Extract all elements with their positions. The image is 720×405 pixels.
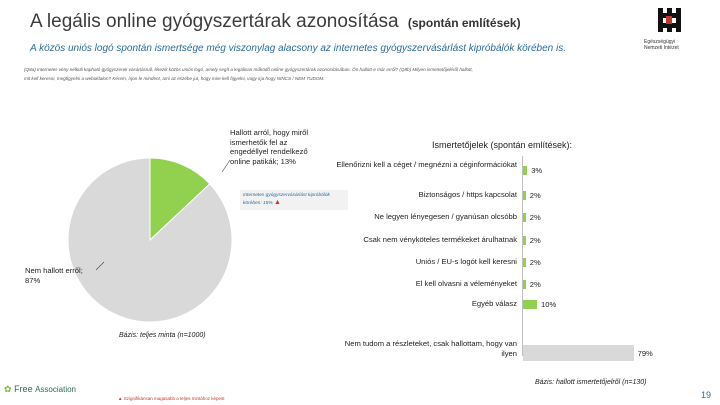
bar-7: [523, 345, 634, 361]
title-suffix: (spontán említések): [407, 16, 521, 30]
leader-line-heard: [221, 159, 231, 173]
bar-6: [523, 300, 537, 309]
pie-slice-0: [149, 157, 211, 242]
bar-2: [523, 213, 526, 222]
brand-leaf-icon: ✿: [4, 384, 12, 394]
bar-value-3: 2%: [529, 236, 541, 245]
pie-chart: [67, 157, 233, 323]
pie-base-note: Bázis: teljes minta (n=1000): [119, 332, 206, 339]
page-number: 19: [701, 390, 712, 400]
up-arrow-icon: ▲: [273, 198, 281, 206]
pie-callout: Internetes gyógyszervásárlást kipróbálók…: [240, 190, 348, 210]
pie-slice-1: [67, 157, 233, 323]
bar-label-6: Egyéb válasz: [471, 299, 517, 308]
bar-label-5: El kell olvasni a véleményeket: [415, 279, 517, 288]
up-arrow-icon: ▲: [118, 396, 123, 401]
bar-value-6: 10%: [541, 300, 557, 309]
bar-3: [523, 236, 526, 245]
bar-value-2: 2%: [529, 213, 541, 222]
page-subtitle: A közös uniós logó spontán ismertsége mé…: [30, 43, 567, 54]
leader-line-notheard: [95, 261, 105, 271]
bar-value-4: 2%: [529, 258, 541, 267]
bars-title: Ismertetőjelek (spontán említések):: [432, 140, 573, 150]
logo-text: Egészségügyi Nemzeti Intézet: [644, 39, 679, 51]
bar-label-2: Ne legyen lényegesen / gyanúsan olcsóbb: [374, 212, 517, 221]
bar-1: [523, 191, 526, 200]
bar-label-0: Ellenőrizni kell a céget / megnézni a cé…: [336, 160, 517, 169]
bar-axis: [522, 156, 523, 356]
bar-value-5: 2%: [529, 280, 541, 289]
bar-5: [523, 280, 526, 289]
footer-note: ▲ Szignifikánsan magasabb a teljes mintá…: [118, 396, 225, 401]
bar-label-1: Biztonságos / https kapcsolat: [418, 190, 517, 199]
bars-base-note: Bázis: hallott ismertetőjelről (n=130): [535, 379, 647, 386]
bar-value-7: 79%: [637, 349, 653, 358]
bar-4: [523, 258, 526, 267]
bar-label-7: Nem tudom a részleteket, csak hallottam,…: [344, 339, 517, 358]
bar-label-3: Csak nem vényköteles termékeket árulhatn…: [363, 235, 517, 244]
bar-0: [523, 166, 528, 175]
brand-logo: ✿ Free Association: [4, 384, 77, 394]
castle-logo-icon: [658, 8, 681, 32]
bar-value-0: 3%: [531, 166, 543, 175]
pie-label-notheard: Nem hallott erről; 87%: [25, 266, 83, 285]
bar-label-4: Uniós / EU-s logót kell keresni: [415, 257, 517, 266]
question-text: (Q8a) Internetes vény nélküli kapható gy…: [24, 67, 473, 81]
pie-label-heard: Hallott arról, hogy miről ismerhetők fel…: [230, 128, 309, 166]
page-title: A legális online gyógyszertárak azonosít…: [30, 11, 521, 33]
title-main: A legális online gyógyszertárak azonosít…: [30, 11, 399, 32]
bar-value-1: 2%: [529, 191, 541, 200]
